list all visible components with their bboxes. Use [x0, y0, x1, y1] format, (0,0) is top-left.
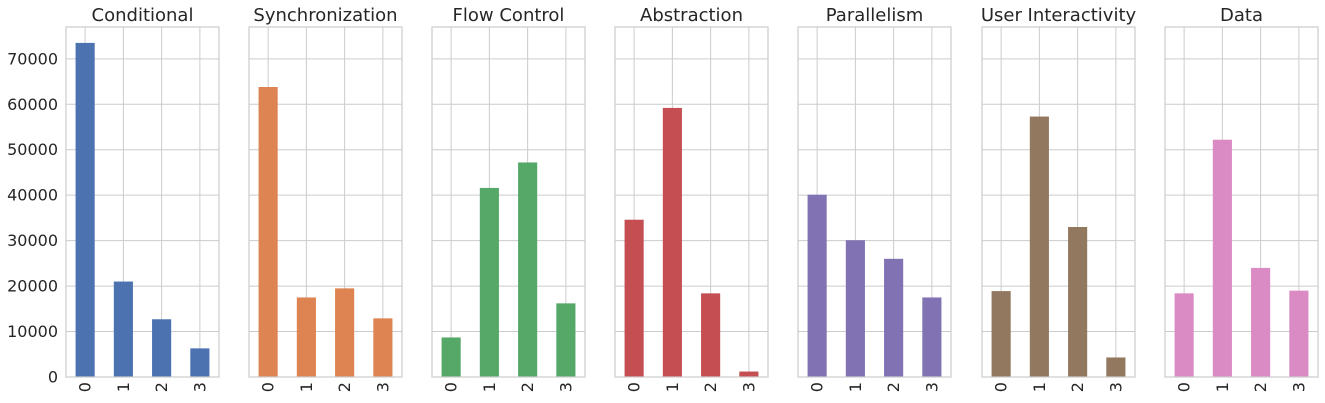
panel-frame-5 — [981, 26, 1136, 378]
x-tick-label-2-2: 2 — [518, 382, 537, 392]
panel-frame-2 — [431, 26, 586, 378]
y-tick-label-1: 10000 — [7, 322, 58, 341]
x-tick-label-5-0: 0 — [992, 382, 1011, 392]
x-tick-label-4-2: 2 — [884, 382, 903, 392]
panel-title-1: Synchronization — [253, 5, 397, 26]
bar-1-2 — [335, 288, 355, 377]
bar-4-0 — [807, 194, 827, 377]
panel-frame-1 — [248, 26, 403, 378]
bar-5-1 — [1029, 116, 1049, 377]
bar-6-2 — [1251, 267, 1271, 377]
panel-frame-3 — [614, 26, 769, 378]
y-tick-label-3: 30000 — [7, 231, 58, 250]
x-tick-label-5-2: 2 — [1068, 382, 1087, 392]
x-tick-label-1-1: 1 — [297, 382, 316, 392]
bar-0-1 — [113, 281, 133, 377]
bar-3-0 — [624, 219, 644, 377]
bar-1-0 — [258, 87, 278, 377]
x-tick-label-6-0: 0 — [1175, 382, 1194, 392]
bar-6-1 — [1212, 139, 1232, 377]
panel-frame-6 — [1164, 26, 1319, 378]
bar-5-2 — [1068, 227, 1088, 377]
bar-2-1 — [479, 187, 499, 377]
panel-3: Abstraction 0 1 2 3 — [614, 5, 769, 392]
bar-0-3 — [190, 348, 210, 377]
x-tick-label-1-0: 0 — [259, 382, 278, 392]
x-tick-label-1-2: 2 — [335, 382, 354, 392]
x-tick-label-6-1: 1 — [1213, 382, 1232, 392]
x-tick-label-3-0: 0 — [625, 382, 644, 392]
bar-6-0 — [1174, 293, 1194, 377]
x-tick-label-3-2: 2 — [701, 382, 720, 392]
y-tick-label-5: 50000 — [7, 140, 58, 159]
y-tick-label-7: 70000 — [7, 49, 58, 68]
x-tick-label-2-0: 0 — [442, 382, 461, 392]
panel-frame-0 — [65, 26, 220, 378]
bar-2-2 — [518, 162, 538, 377]
x-tick-label-5-1: 1 — [1030, 382, 1049, 392]
bar-0-2 — [152, 319, 172, 377]
bar-4-1 — [845, 240, 865, 377]
x-tick-label-2-3: 3 — [556, 382, 575, 392]
bar-1-3 — [373, 318, 393, 377]
panel-2: Flow Control 0 1 2 3 — [431, 5, 586, 392]
panel-title-5: User Interactivity — [981, 5, 1137, 26]
bar-2-3 — [556, 303, 576, 377]
bar-5-3 — [1106, 357, 1126, 377]
x-tick-label-4-1: 1 — [846, 382, 865, 392]
panel-4: Parallelism 0 1 2 3 — [797, 5, 952, 392]
bar-6-3 — [1289, 290, 1309, 377]
x-tick-label-0-3: 3 — [190, 382, 209, 392]
x-tick-label-6-3: 3 — [1289, 382, 1308, 392]
bar-3-2 — [701, 293, 721, 377]
bar-4-2 — [884, 258, 904, 377]
bar-0-0 — [75, 42, 95, 378]
x-tick-label-0-2: 2 — [152, 382, 171, 392]
panel-title-0: Conditional — [92, 5, 194, 26]
panel-5: User Interactivity 0 1 2 3 — [981, 5, 1137, 392]
panel-0: Conditional 0 1 2 3 0 10000 20000 30000 40000 5000… — [7, 5, 220, 392]
x-tick-label-2-1: 1 — [480, 382, 499, 392]
panel-6: Data 0 1 2 3 — [1164, 5, 1319, 392]
bar-1-1 — [296, 297, 316, 377]
x-tick-label-4-0: 0 — [808, 382, 827, 392]
panel-frame-4 — [797, 26, 952, 378]
bar-2-0 — [441, 337, 461, 377]
x-tick-label-3-1: 1 — [663, 382, 682, 392]
x-tick-label-5-3: 3 — [1106, 382, 1125, 392]
bar-5-0 — [991, 291, 1011, 377]
x-tick-label-3-3: 3 — [739, 382, 758, 392]
panel-1: Synchronization 0 1 2 3 — [248, 5, 403, 392]
bar-3-3 — [739, 371, 759, 377]
bar-3-1 — [662, 107, 682, 377]
x-tick-label-1-3: 3 — [373, 382, 392, 392]
y-tick-label-4: 40000 — [7, 186, 58, 205]
x-tick-label-6-2: 2 — [1251, 382, 1270, 392]
y-tick-label-6: 60000 — [7, 95, 58, 114]
y-tick-label-2: 20000 — [7, 277, 58, 296]
panel-title-2: Flow Control — [453, 5, 565, 26]
x-tick-label-0-0: 0 — [76, 382, 95, 392]
y-tick-label-0: 0 — [48, 368, 58, 387]
panel-title-4: Parallelism — [826, 5, 924, 26]
x-tick-label-4-3: 3 — [922, 382, 941, 392]
bar-4-3 — [922, 297, 942, 377]
x-tick-label-0-1: 1 — [114, 382, 133, 392]
panel-title-6: Data — [1220, 5, 1263, 26]
panel-title-3: Abstraction — [640, 5, 743, 26]
